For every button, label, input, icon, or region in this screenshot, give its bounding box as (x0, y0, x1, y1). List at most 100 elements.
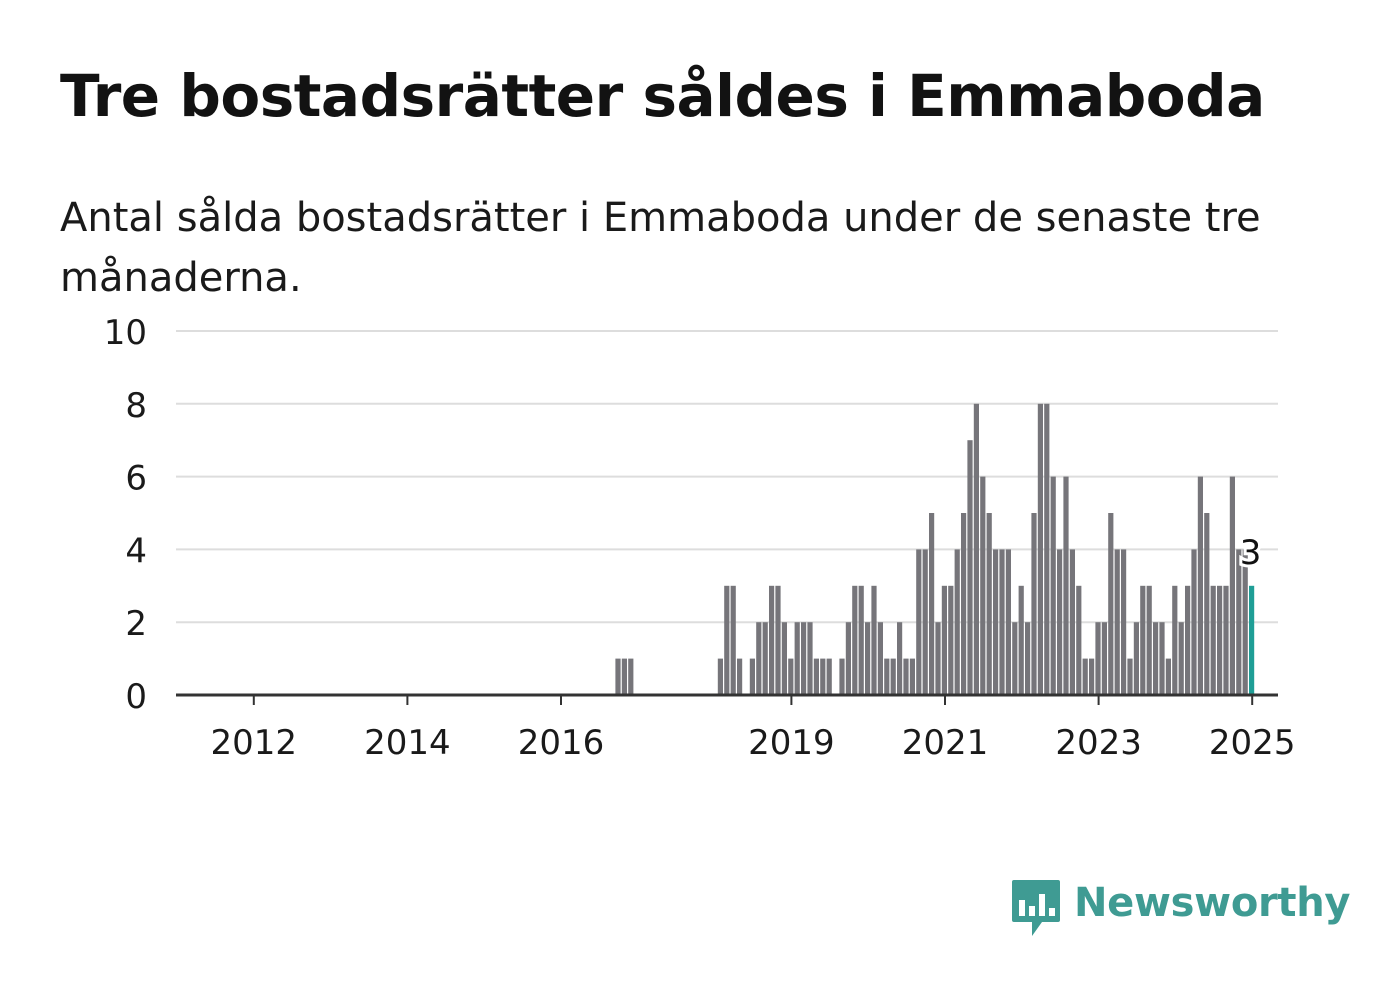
bar (961, 513, 967, 695)
bar (884, 658, 890, 695)
bar (1025, 622, 1031, 695)
last-value-label: 3 (1240, 533, 1262, 573)
bar (1114, 549, 1120, 695)
y-tick-label: 4 (125, 531, 147, 571)
bar (929, 513, 935, 695)
bar (1197, 476, 1203, 695)
bar (1217, 585, 1223, 695)
bar (858, 585, 864, 695)
x-tick-label: 2021 (902, 723, 989, 763)
newsworthy-logo: Newsworthy (1010, 878, 1351, 942)
bar (948, 585, 954, 695)
bar (1050, 476, 1056, 695)
x-tick-label: 2014 (364, 723, 451, 763)
bar (1037, 403, 1043, 695)
bar (877, 622, 883, 695)
bar (1095, 622, 1101, 695)
bar (1005, 549, 1011, 695)
bar (730, 585, 736, 695)
y-tick-label: 0 (125, 677, 147, 717)
bar (1012, 622, 1018, 695)
y-tick-label: 6 (125, 459, 147, 499)
bar (781, 622, 787, 695)
bar (865, 622, 871, 695)
bar (973, 403, 979, 695)
bar (717, 658, 723, 695)
y-tick-label: 10 (104, 313, 147, 353)
brand-name: Newsworthy (1074, 880, 1351, 926)
x-tick-label: 2012 (211, 723, 298, 763)
bar (1172, 585, 1178, 695)
bar (1133, 622, 1139, 695)
x-tick-label: 2019 (748, 723, 835, 763)
newsworthy-logo-icon (1012, 880, 1060, 936)
bar (1127, 658, 1133, 695)
chart-subtitle: Antal sålda bostadsrätter i Emmaboda und… (60, 195, 1261, 301)
chart-title: Tre bostadsrätter såldes i Emmaboda (60, 62, 1265, 130)
bar (935, 622, 941, 695)
bar (737, 658, 743, 695)
bar (1229, 476, 1235, 695)
bar (1223, 585, 1229, 695)
bar (749, 658, 755, 695)
x-tick-label: 2025 (1209, 723, 1296, 763)
bar (839, 658, 845, 695)
bar (1242, 549, 1248, 695)
bar (980, 476, 986, 695)
bar (813, 658, 819, 695)
bar (1108, 513, 1114, 695)
bar (871, 585, 877, 695)
bar-highlight (1249, 585, 1255, 695)
bar (845, 622, 851, 695)
y-axis-ticks: 0 2 4 6 8 10 (104, 313, 147, 717)
x-tick-label: 2023 (1055, 723, 1142, 763)
bar (954, 549, 960, 695)
bar (986, 513, 992, 695)
bar (807, 622, 813, 695)
bar (1031, 513, 1037, 695)
bar (1165, 658, 1171, 695)
bar (1069, 549, 1075, 695)
bar (1044, 403, 1050, 695)
bars (615, 403, 1255, 695)
bar (820, 658, 826, 695)
bar (621, 658, 627, 695)
bar (999, 549, 1005, 695)
bar (769, 585, 775, 695)
bar (897, 622, 903, 695)
bar (1146, 585, 1152, 695)
bar (775, 585, 781, 695)
bar (762, 622, 768, 695)
bar (1210, 585, 1216, 695)
bar (1236, 549, 1242, 695)
bar (1018, 585, 1024, 695)
bar (628, 658, 634, 695)
bar (922, 549, 928, 695)
bar (852, 585, 858, 695)
bar (794, 622, 800, 695)
bar (1101, 622, 1107, 695)
bar (1191, 549, 1197, 695)
x-axis-ticks: 2012 2014 2016 2019 2021 2023 2025 (211, 695, 1296, 763)
bar (1153, 622, 1159, 695)
gridlines (176, 330, 1278, 624)
bar (903, 658, 909, 695)
bar (788, 658, 794, 695)
bar (756, 622, 762, 695)
x-tick-label: 2016 (518, 723, 605, 763)
bar (1178, 622, 1184, 695)
bar (1185, 585, 1191, 695)
bar (1121, 549, 1127, 695)
bar (1057, 549, 1063, 695)
bar (967, 440, 973, 695)
bar (1076, 585, 1082, 695)
bar (909, 658, 915, 695)
bar (1140, 585, 1146, 695)
bar (916, 549, 922, 695)
bar (1063, 476, 1069, 695)
bar-chart: 0 2 4 6 8 10 2012 2014 2016 2019 2021 2023 2025 3 (104, 313, 1296, 763)
bar (1159, 622, 1165, 695)
bar (890, 658, 896, 695)
bar (993, 549, 999, 695)
bar (1204, 513, 1210, 695)
